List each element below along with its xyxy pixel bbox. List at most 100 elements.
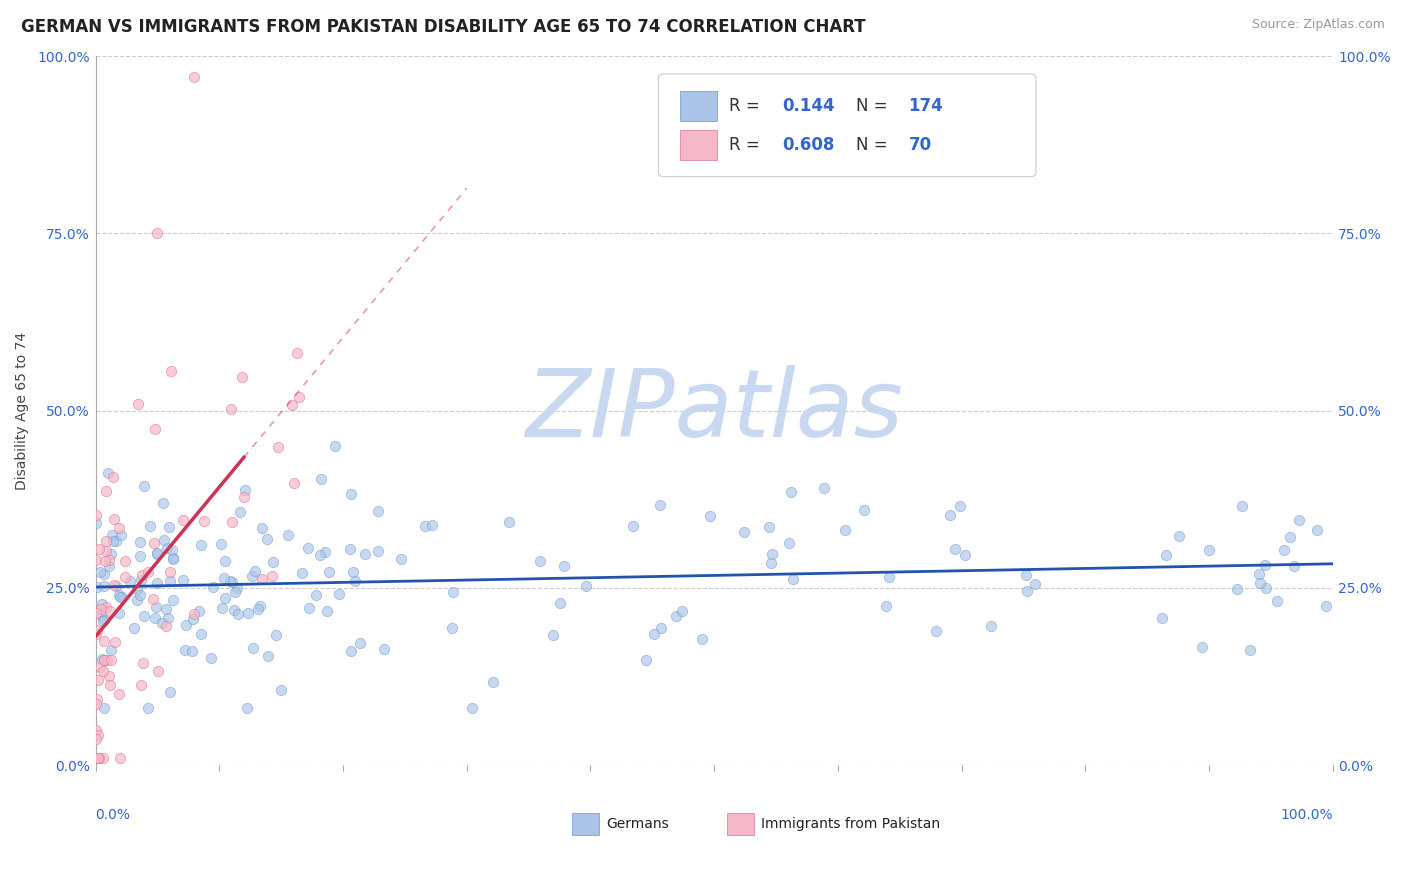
Point — [420, 518, 443, 533]
Point — [256, 532, 278, 546]
Point — [758, 520, 780, 534]
Point — [222, 603, 245, 617]
Point — [84, 626, 107, 640]
Point — [134, 608, 156, 623]
Point — [101, 469, 124, 483]
Point — [482, 674, 505, 689]
Point — [160, 543, 183, 558]
Point — [318, 566, 340, 580]
Point — [100, 527, 122, 541]
Point — [93, 652, 115, 666]
Point — [91, 751, 114, 765]
Point — [97, 466, 120, 480]
Point — [212, 571, 235, 585]
Point — [150, 615, 173, 630]
Point — [128, 549, 150, 563]
Point — [108, 588, 131, 602]
Point — [157, 610, 180, 624]
Point — [103, 534, 125, 549]
Point — [283, 476, 305, 491]
Point — [86, 751, 108, 765]
Point — [107, 607, 129, 621]
Point — [98, 678, 121, 692]
Point — [114, 569, 136, 583]
Text: 0.608: 0.608 — [782, 136, 835, 153]
Point — [110, 528, 132, 542]
Point — [262, 555, 284, 569]
Text: R =: R = — [730, 136, 765, 153]
Point — [264, 628, 287, 642]
Point — [834, 524, 856, 538]
Point — [1191, 640, 1213, 654]
Point — [190, 626, 212, 640]
Point — [304, 588, 326, 602]
Point — [440, 621, 463, 635]
Point — [1267, 594, 1289, 608]
Point — [87, 751, 110, 765]
Point — [90, 597, 112, 611]
Point — [94, 543, 117, 558]
Point — [249, 599, 271, 614]
Point — [256, 648, 278, 663]
Point — [93, 614, 115, 628]
Point — [1015, 567, 1038, 582]
Point — [373, 642, 395, 657]
Point — [690, 632, 713, 646]
Point — [100, 642, 122, 657]
Point — [209, 537, 232, 551]
FancyBboxPatch shape — [679, 91, 717, 120]
Point — [159, 684, 181, 698]
Point — [105, 534, 128, 549]
Point — [183, 607, 205, 621]
Point — [761, 548, 783, 562]
Point — [94, 484, 117, 499]
Point — [132, 479, 155, 493]
Point — [250, 521, 273, 535]
Point — [309, 548, 332, 562]
Point — [280, 398, 302, 412]
Point — [548, 596, 571, 610]
Point — [155, 602, 177, 616]
Point — [86, 580, 108, 594]
Point — [94, 554, 117, 568]
Point — [155, 618, 177, 632]
Point — [190, 538, 212, 552]
Point — [943, 542, 966, 557]
Point — [1254, 558, 1277, 572]
Point — [339, 643, 361, 657]
Point — [93, 634, 115, 648]
Point — [96, 653, 118, 667]
Point — [621, 518, 644, 533]
Point — [1315, 599, 1337, 613]
Point — [162, 593, 184, 607]
Point — [114, 554, 136, 568]
Point — [229, 505, 252, 519]
Point — [148, 664, 170, 678]
Point — [529, 554, 551, 568]
Point — [103, 512, 125, 526]
Point — [145, 422, 167, 436]
Point — [200, 650, 222, 665]
Point — [214, 591, 236, 605]
Point — [339, 542, 361, 557]
Point — [938, 508, 960, 523]
Point — [1305, 524, 1327, 538]
Point — [89, 660, 111, 674]
Point — [214, 554, 236, 568]
Point — [172, 513, 194, 527]
Point — [316, 604, 339, 618]
Point — [181, 643, 204, 657]
Point — [852, 503, 875, 517]
Point — [84, 697, 107, 711]
Point — [129, 534, 152, 549]
Point — [181, 612, 204, 626]
Point — [93, 701, 115, 715]
Point — [118, 574, 141, 588]
Point — [159, 565, 181, 579]
Point — [98, 604, 121, 618]
Point — [152, 496, 174, 510]
Point — [125, 582, 148, 597]
FancyBboxPatch shape — [658, 74, 1036, 177]
Point — [277, 528, 299, 542]
Point — [98, 558, 121, 573]
